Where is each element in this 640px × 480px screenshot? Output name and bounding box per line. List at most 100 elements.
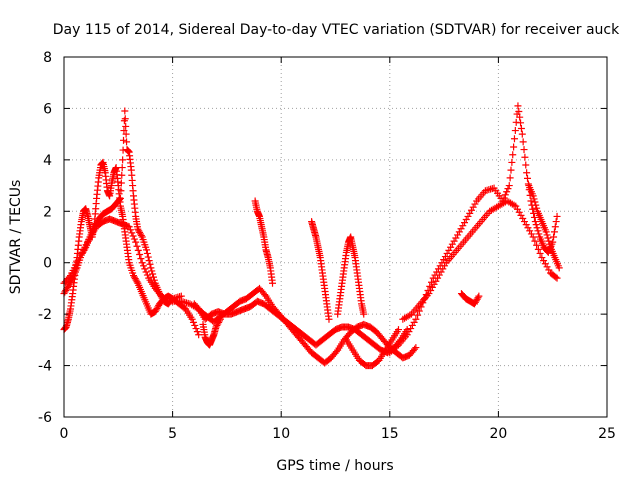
data-point bbox=[531, 198, 539, 206]
data-point bbox=[120, 127, 128, 135]
data-point bbox=[117, 187, 125, 195]
data-point bbox=[125, 223, 133, 231]
data-point bbox=[550, 228, 558, 236]
data-point bbox=[551, 223, 559, 231]
data-point bbox=[146, 260, 154, 268]
data-point bbox=[517, 124, 525, 132]
data-point bbox=[533, 204, 541, 212]
data-point bbox=[149, 270, 157, 278]
data-point bbox=[532, 201, 540, 209]
series-trace-14 bbox=[525, 182, 563, 272]
data-point bbox=[188, 315, 196, 323]
x-tick-label: 20 bbox=[489, 426, 507, 442]
data-points bbox=[60, 102, 563, 370]
series-trace-12 bbox=[399, 197, 561, 323]
data-point bbox=[122, 130, 130, 138]
data-point bbox=[149, 273, 157, 281]
data-point bbox=[116, 194, 124, 202]
data-point bbox=[533, 224, 541, 232]
x-tick-label: 15 bbox=[381, 426, 399, 442]
data-point bbox=[132, 238, 140, 246]
data-point bbox=[518, 130, 526, 138]
data-point bbox=[191, 321, 199, 329]
data-point bbox=[121, 107, 129, 115]
data-point bbox=[137, 255, 145, 263]
data-point bbox=[507, 166, 515, 174]
data-point bbox=[543, 231, 551, 239]
data-point bbox=[133, 278, 141, 286]
data-point bbox=[511, 127, 519, 135]
data-point bbox=[145, 257, 153, 265]
data-point bbox=[532, 221, 540, 229]
data-point bbox=[394, 326, 402, 334]
data-point bbox=[195, 331, 203, 339]
data-point bbox=[130, 235, 138, 243]
data-point bbox=[156, 291, 164, 299]
data-point bbox=[414, 311, 422, 319]
data-point bbox=[116, 195, 124, 203]
y-tick-label: -4 bbox=[38, 359, 52, 375]
data-point bbox=[533, 241, 541, 249]
data-point bbox=[545, 237, 553, 245]
data-point bbox=[122, 122, 130, 130]
data-point bbox=[143, 246, 151, 254]
data-point bbox=[147, 264, 155, 272]
y-tick-label: -2 bbox=[38, 307, 52, 323]
data-point bbox=[521, 153, 529, 161]
data-point bbox=[534, 227, 542, 235]
data-point bbox=[138, 259, 146, 267]
data-point bbox=[123, 138, 131, 146]
x-tick-label: 0 bbox=[60, 426, 69, 442]
data-point bbox=[133, 242, 141, 250]
data-point bbox=[144, 253, 152, 261]
data-point bbox=[134, 246, 142, 254]
data-point bbox=[126, 226, 134, 234]
data-point bbox=[261, 291, 269, 299]
data-point bbox=[535, 230, 543, 238]
y-tick-label: 2 bbox=[43, 204, 52, 220]
data-point bbox=[529, 233, 537, 241]
grid bbox=[64, 57, 607, 417]
data-point bbox=[143, 271, 151, 279]
data-point bbox=[129, 232, 137, 240]
data-point bbox=[325, 315, 333, 323]
series-trace-8 bbox=[308, 218, 333, 323]
series-trace-10 bbox=[342, 326, 402, 370]
data-point bbox=[139, 262, 147, 270]
data-point bbox=[332, 348, 340, 356]
data-point bbox=[555, 264, 563, 272]
data-point bbox=[529, 205, 537, 213]
data-point bbox=[117, 179, 125, 187]
x-tick-label: 10 bbox=[272, 426, 290, 442]
y-axis-label: SDTVAR / TECUs bbox=[8, 180, 24, 295]
data-point bbox=[531, 237, 539, 245]
x-tick-label: 25 bbox=[598, 426, 616, 442]
data-point bbox=[553, 212, 561, 220]
x-tick-label: 5 bbox=[168, 426, 177, 442]
data-point bbox=[148, 267, 156, 275]
data-point bbox=[121, 115, 129, 123]
data-point bbox=[522, 161, 530, 169]
data-point bbox=[510, 143, 518, 151]
data-point bbox=[475, 292, 483, 300]
data-point bbox=[193, 328, 201, 336]
data-point bbox=[544, 234, 552, 242]
data-point bbox=[515, 108, 523, 116]
series-trace-3 bbox=[60, 215, 166, 300]
data-point bbox=[412, 315, 420, 323]
data-point bbox=[542, 228, 550, 236]
data-point bbox=[536, 249, 544, 257]
data-point bbox=[517, 119, 525, 127]
data-point bbox=[141, 265, 149, 273]
chart-title: Day 115 of 2014, Sidereal Day-to-day VTE… bbox=[53, 22, 620, 38]
data-point bbox=[216, 317, 224, 325]
data-point bbox=[411, 345, 419, 353]
data-point bbox=[531, 218, 539, 226]
y-tick-label: -6 bbox=[38, 410, 52, 426]
data-point bbox=[216, 315, 224, 323]
data-point bbox=[514, 102, 522, 110]
y-tick-label: 4 bbox=[43, 153, 52, 169]
data-point bbox=[510, 135, 518, 143]
data-point bbox=[65, 273, 73, 281]
